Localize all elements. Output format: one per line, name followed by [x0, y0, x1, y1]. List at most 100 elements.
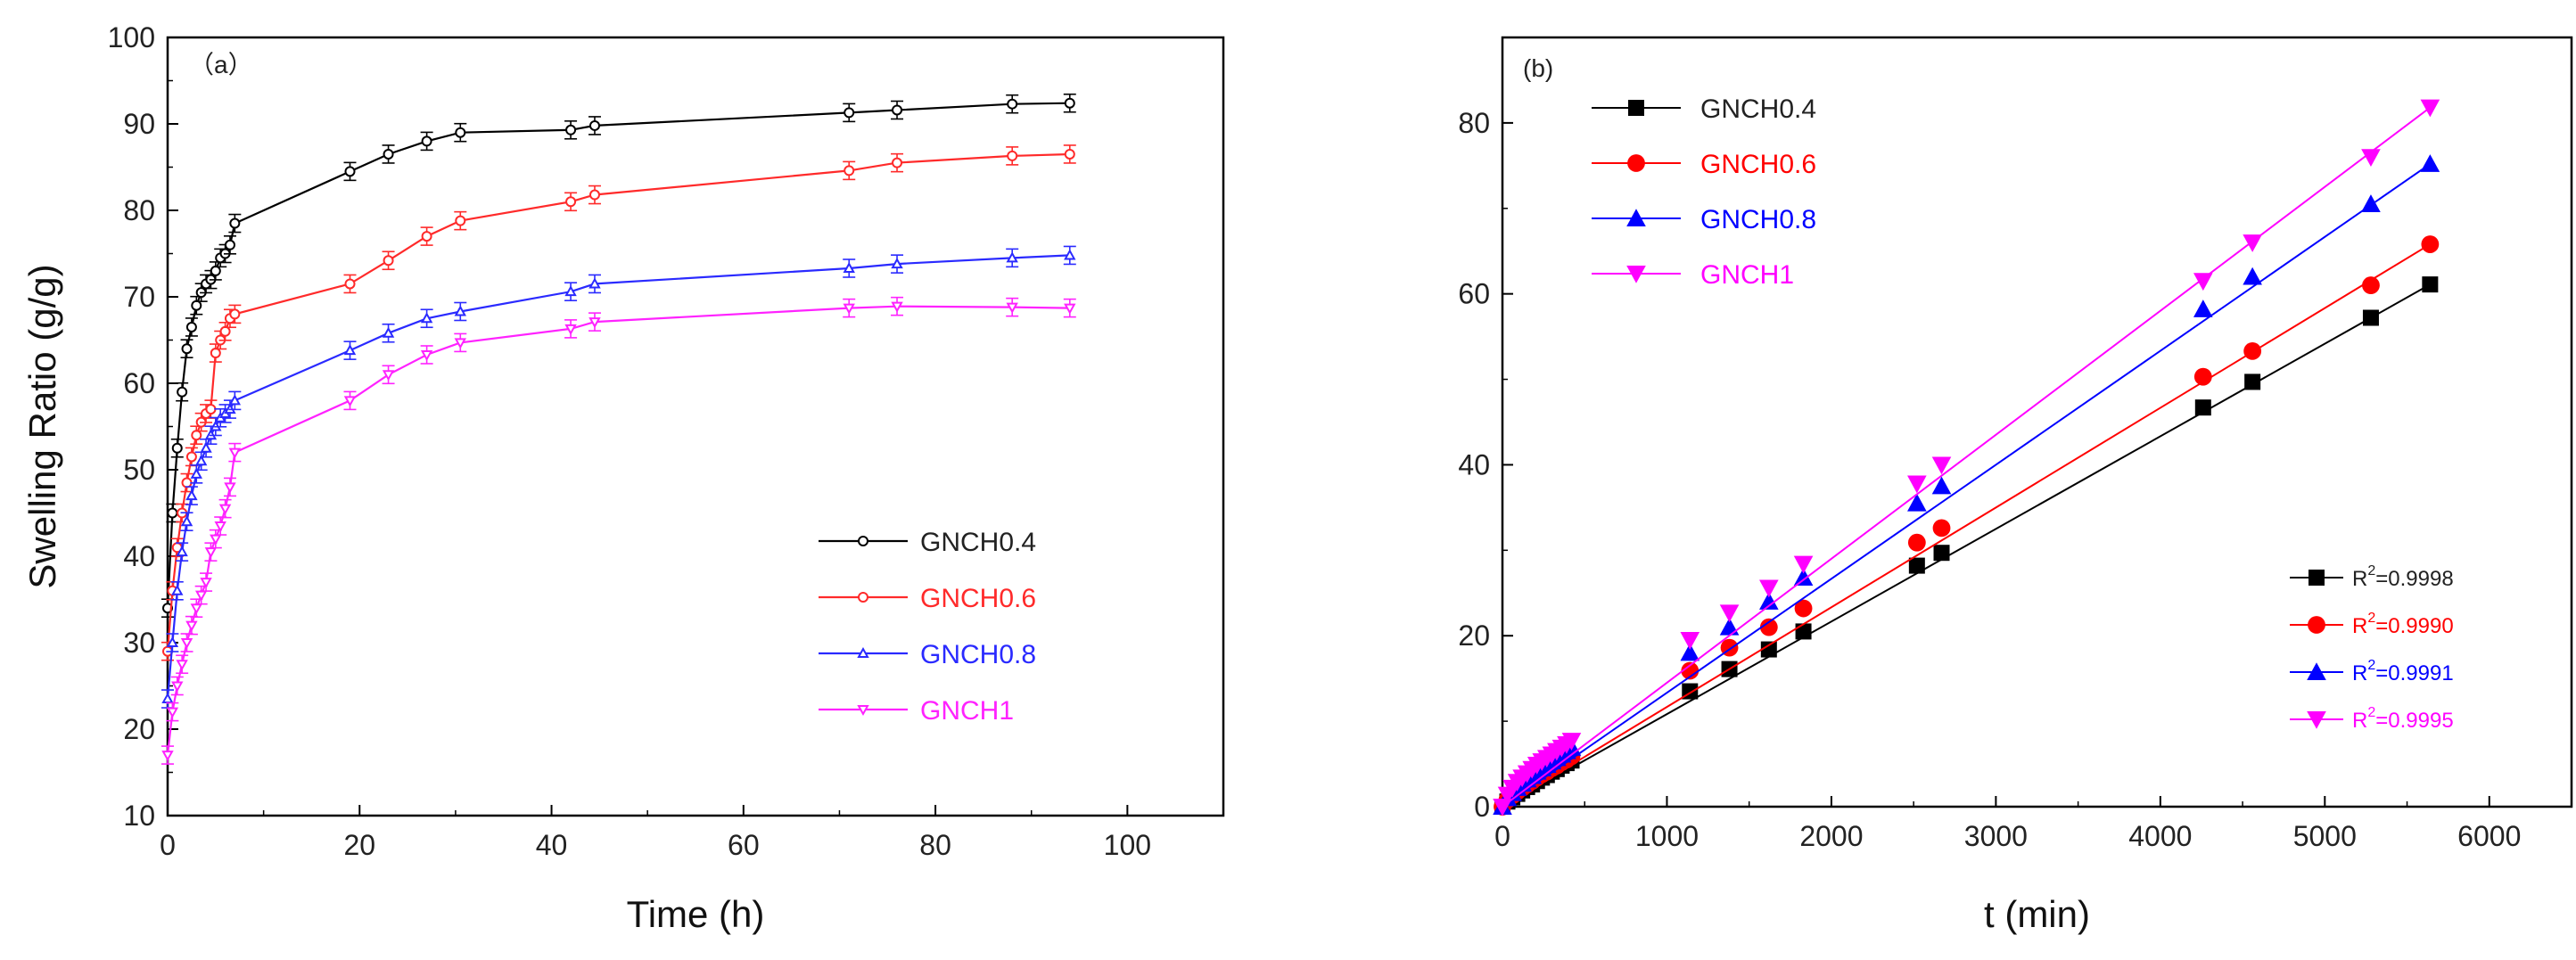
y-tick-label: 70 — [123, 281, 155, 313]
data-point — [2362, 309, 2379, 326]
data-point — [382, 326, 395, 338]
legend-label: GNCH0.6 — [1700, 150, 1816, 179]
series-GNCH0.6 — [161, 144, 1076, 661]
data-point — [421, 231, 432, 242]
data-point — [421, 135, 432, 147]
data-point — [219, 325, 231, 337]
r-squared-value: =0.9995 — [2375, 709, 2453, 733]
data-point — [2193, 367, 2212, 386]
data-point — [1064, 148, 1075, 160]
series-line — [166, 152, 1070, 652]
data-point — [2243, 342, 2262, 360]
data-point — [2421, 235, 2440, 253]
data-point — [1561, 733, 1582, 751]
r-squared-value: =0.9998 — [2375, 567, 2453, 591]
fit-legend-marker — [2308, 616, 2325, 634]
data-point — [1795, 623, 1812, 640]
data-point — [229, 217, 241, 229]
data-point — [176, 546, 188, 557]
data-point — [224, 239, 235, 250]
r-symbol: R — [2352, 661, 2367, 685]
data-point — [2361, 194, 2381, 212]
data-point — [2361, 149, 2381, 168]
series-GNCH1 — [1493, 99, 2440, 816]
data-point — [454, 305, 466, 316]
legend-item: GNCH1 — [819, 696, 1014, 726]
fit-line — [1502, 106, 2431, 808]
series-line — [166, 254, 1070, 700]
data-point — [2422, 276, 2439, 293]
data-point — [229, 308, 241, 320]
data-point — [892, 157, 903, 168]
r-squared-value: =0.9991 — [2375, 661, 2453, 685]
panel-b-kinetics-chart: 0 1000 2000 3000 4000 5000 6000 0 20 40 60 80 (b) t (… — [1458, 36, 2573, 935]
data-point — [1006, 251, 1018, 263]
legend-marker — [858, 592, 868, 603]
data-point — [1007, 98, 1018, 110]
data-point — [383, 255, 394, 267]
data-point — [1007, 150, 1018, 161]
fit-line — [1502, 283, 2431, 808]
r-squared-label: R2=0.9998 — [2352, 563, 2454, 591]
series-GNCH0.8 — [1493, 154, 2440, 815]
superscript-2: 2 — [2367, 563, 2375, 578]
data-point — [1759, 579, 1779, 598]
data-point — [2243, 267, 2262, 285]
x-tick-label: 0 — [1494, 820, 1510, 852]
panel-label: (b) — [1523, 54, 1553, 82]
y-tick-label: 80 — [1458, 107, 1490, 139]
r-squared-label: R2=0.9991 — [2352, 658, 2454, 685]
fit-legend-item: R2=0.9990 — [2290, 611, 2454, 638]
data-point — [455, 215, 466, 226]
x-tick-label: 60 — [728, 829, 760, 861]
data-point — [166, 636, 179, 647]
data-point — [564, 285, 577, 297]
legend-label: GNCH0.8 — [1700, 205, 1816, 234]
data-point — [892, 104, 903, 116]
data-point — [224, 482, 236, 494]
y-tick-label: 60 — [123, 367, 155, 399]
data-point — [1719, 604, 1740, 623]
legend-label: GNCH0.4 — [920, 528, 1036, 557]
data-point — [1931, 456, 1952, 475]
data-point — [181, 343, 193, 355]
superscript-2: 2 — [2367, 705, 2375, 720]
data-point — [2244, 373, 2261, 390]
data-point — [1680, 643, 1700, 661]
r-squared-value: =0.9990 — [2375, 614, 2453, 638]
data-point — [1681, 661, 1700, 680]
data-point — [1908, 557, 1925, 574]
legend-label: GNCH0.6 — [920, 584, 1036, 613]
data-point — [382, 370, 395, 382]
data-point — [194, 455, 208, 466]
data-point — [588, 317, 601, 329]
data-point — [1933, 545, 1950, 562]
data-point — [162, 603, 173, 614]
data-point — [1006, 302, 1018, 314]
data-point — [2194, 399, 2211, 416]
data-point — [891, 301, 903, 313]
fit-line — [1502, 243, 2431, 808]
data-point — [181, 477, 193, 488]
legend-marker — [1626, 266, 1646, 283]
data-point — [455, 127, 466, 138]
data-point — [1064, 97, 1075, 109]
legend-item: GNCH0.4 — [1592, 94, 1816, 124]
r-symbol: R — [2352, 614, 2367, 638]
data-point — [2193, 273, 2213, 291]
data-point — [2362, 276, 2380, 294]
x-tick-label: 2000 — [1799, 820, 1863, 852]
data-point — [166, 707, 179, 718]
fit-legend-item: R2=0.9995 — [2290, 705, 2454, 733]
data-point — [420, 312, 433, 324]
series-GNCH0.8 — [161, 245, 1076, 709]
y-tick-label: 80 — [123, 194, 155, 226]
data-point — [1759, 618, 1778, 636]
legend-item: GNCH0.6 — [1592, 150, 1816, 179]
data-point — [844, 165, 855, 176]
data-point — [171, 442, 183, 454]
data-point — [1064, 303, 1076, 315]
x-axis-label: Time (h) — [627, 893, 765, 935]
r-squared-label: R2=0.9990 — [2352, 611, 2454, 638]
data-point — [1760, 641, 1777, 658]
